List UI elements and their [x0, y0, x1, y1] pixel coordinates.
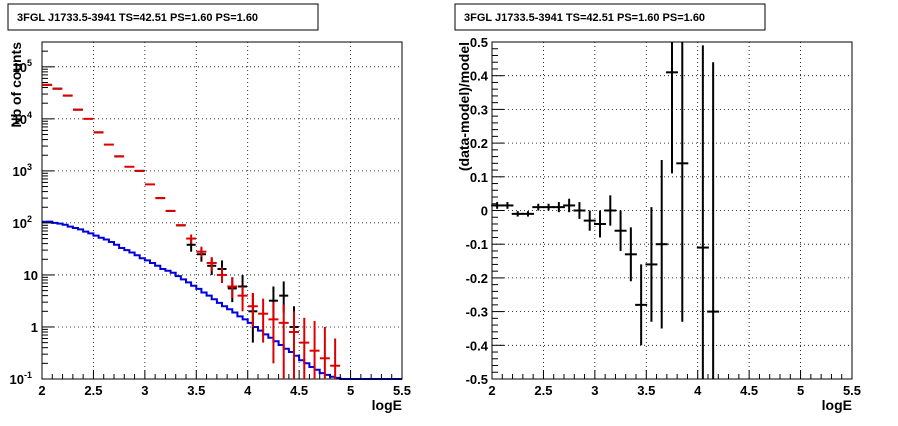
left-x-tick-labels: 2 2.5 3 3.5 4 4.5 5 5.5 — [38, 383, 411, 398]
right-x-tick-label: 2.5 — [534, 383, 552, 398]
left-grid — [41, 42, 403, 380]
left-source-histogram — [42, 220, 402, 380]
right-y-tick-label: 0.3 — [470, 102, 488, 117]
left-x-tick-label: 4.5 — [290, 383, 308, 398]
right-y-tick-label: -0.5 — [466, 372, 488, 387]
right-y-tick-label: 0.4 — [470, 69, 489, 84]
left-panel: 2 2.5 3 3.5 4 4.5 5 5.5 10-1 1 10 102 103 104 105 log… — [7, 3, 411, 413]
left-y-tick-label: 1 — [31, 320, 38, 335]
left-x-tick-label: 2.5 — [84, 383, 102, 398]
left-x-tick-label: 5 — [347, 383, 354, 398]
right-y-tick-label: -0.4 — [466, 338, 489, 353]
right-residual-series — [491, 42, 720, 379]
right-x-tick-label: 5.5 — [843, 383, 861, 398]
left-y-tick-label: 104 — [13, 110, 32, 127]
right-x-tick-label: 4 — [694, 383, 702, 398]
right-x-axis-title: logE — [822, 397, 852, 413]
right-y-tick-label: 0.1 — [470, 170, 488, 185]
right-x-tick-label: 4.5 — [740, 383, 758, 398]
left-y-tick-label: 103 — [13, 162, 32, 179]
left-x-tick-label: 5.5 — [393, 383, 411, 398]
left-chart-title: 3FGL J1733.5-3941 TS=42.51 PS=1.60 PS=1.… — [17, 12, 258, 24]
left-title-box — [7, 3, 319, 31]
right-y-axis-title: (data-model)/model — [456, 42, 472, 171]
right-y-tick-label: -0.2 — [466, 271, 488, 286]
left-x-tick-label: 3 — [141, 383, 148, 398]
right-title-box — [454, 3, 766, 31]
right-x-tick-label: 3 — [591, 383, 598, 398]
right-y-tick-labels: 0.5 0.4 0.3 0.2 0.1 0 -0.1 -0.2 -0.3 -0.4 -0.5 — [466, 35, 489, 387]
right-x-tick-label: 2 — [488, 383, 495, 398]
right-y-tick-label: -0.1 — [466, 237, 488, 252]
right-x-tick-label: 3.5 — [637, 383, 655, 398]
right-y-tick-label: 0.5 — [470, 35, 488, 50]
left-x-tick-label: 2 — [38, 383, 45, 398]
left-y-tick-label: 105 — [13, 58, 32, 75]
right-x-tick-label: 5 — [797, 383, 804, 398]
right-x-tick-labels: 2 2.5 3 3.5 4 4.5 5 5.5 — [488, 383, 861, 398]
left-model-series — [42, 83, 341, 379]
right-y-tick-label: -0.3 — [466, 305, 488, 320]
right-panel: 2 2.5 3 3.5 4 4.5 5 5.5 0.5 0.4 0.3 0.2 0.1 0 -0.1 -0.… — [454, 3, 861, 413]
left-y-tick-labels: 10-1 1 10 102 103 104 105 — [10, 58, 38, 387]
left-x-axis-title: logE — [372, 397, 402, 413]
left-y-tick-label: 10-1 — [10, 370, 32, 387]
left-tick-marks — [41, 41, 403, 380]
left-x-tick-label: 3.5 — [187, 383, 205, 398]
left-plot-frame — [41, 41, 403, 380]
source-histogram-line — [42, 220, 402, 380]
right-y-tick-label: 0 — [481, 204, 488, 219]
left-x-tick-label: 4 — [244, 383, 252, 398]
right-tick-marks — [491, 41, 853, 380]
left-y-tick-label: 102 — [13, 214, 32, 231]
left-y-tick-label: 10 — [24, 268, 38, 283]
right-chart-title: 3FGL J1733.5-3941 TS=42.51 PS=1.60 PS=1.… — [464, 12, 705, 24]
right-y-tick-label: 0.2 — [470, 136, 488, 151]
left-y-axis-title: Nb of counts — [8, 42, 24, 128]
